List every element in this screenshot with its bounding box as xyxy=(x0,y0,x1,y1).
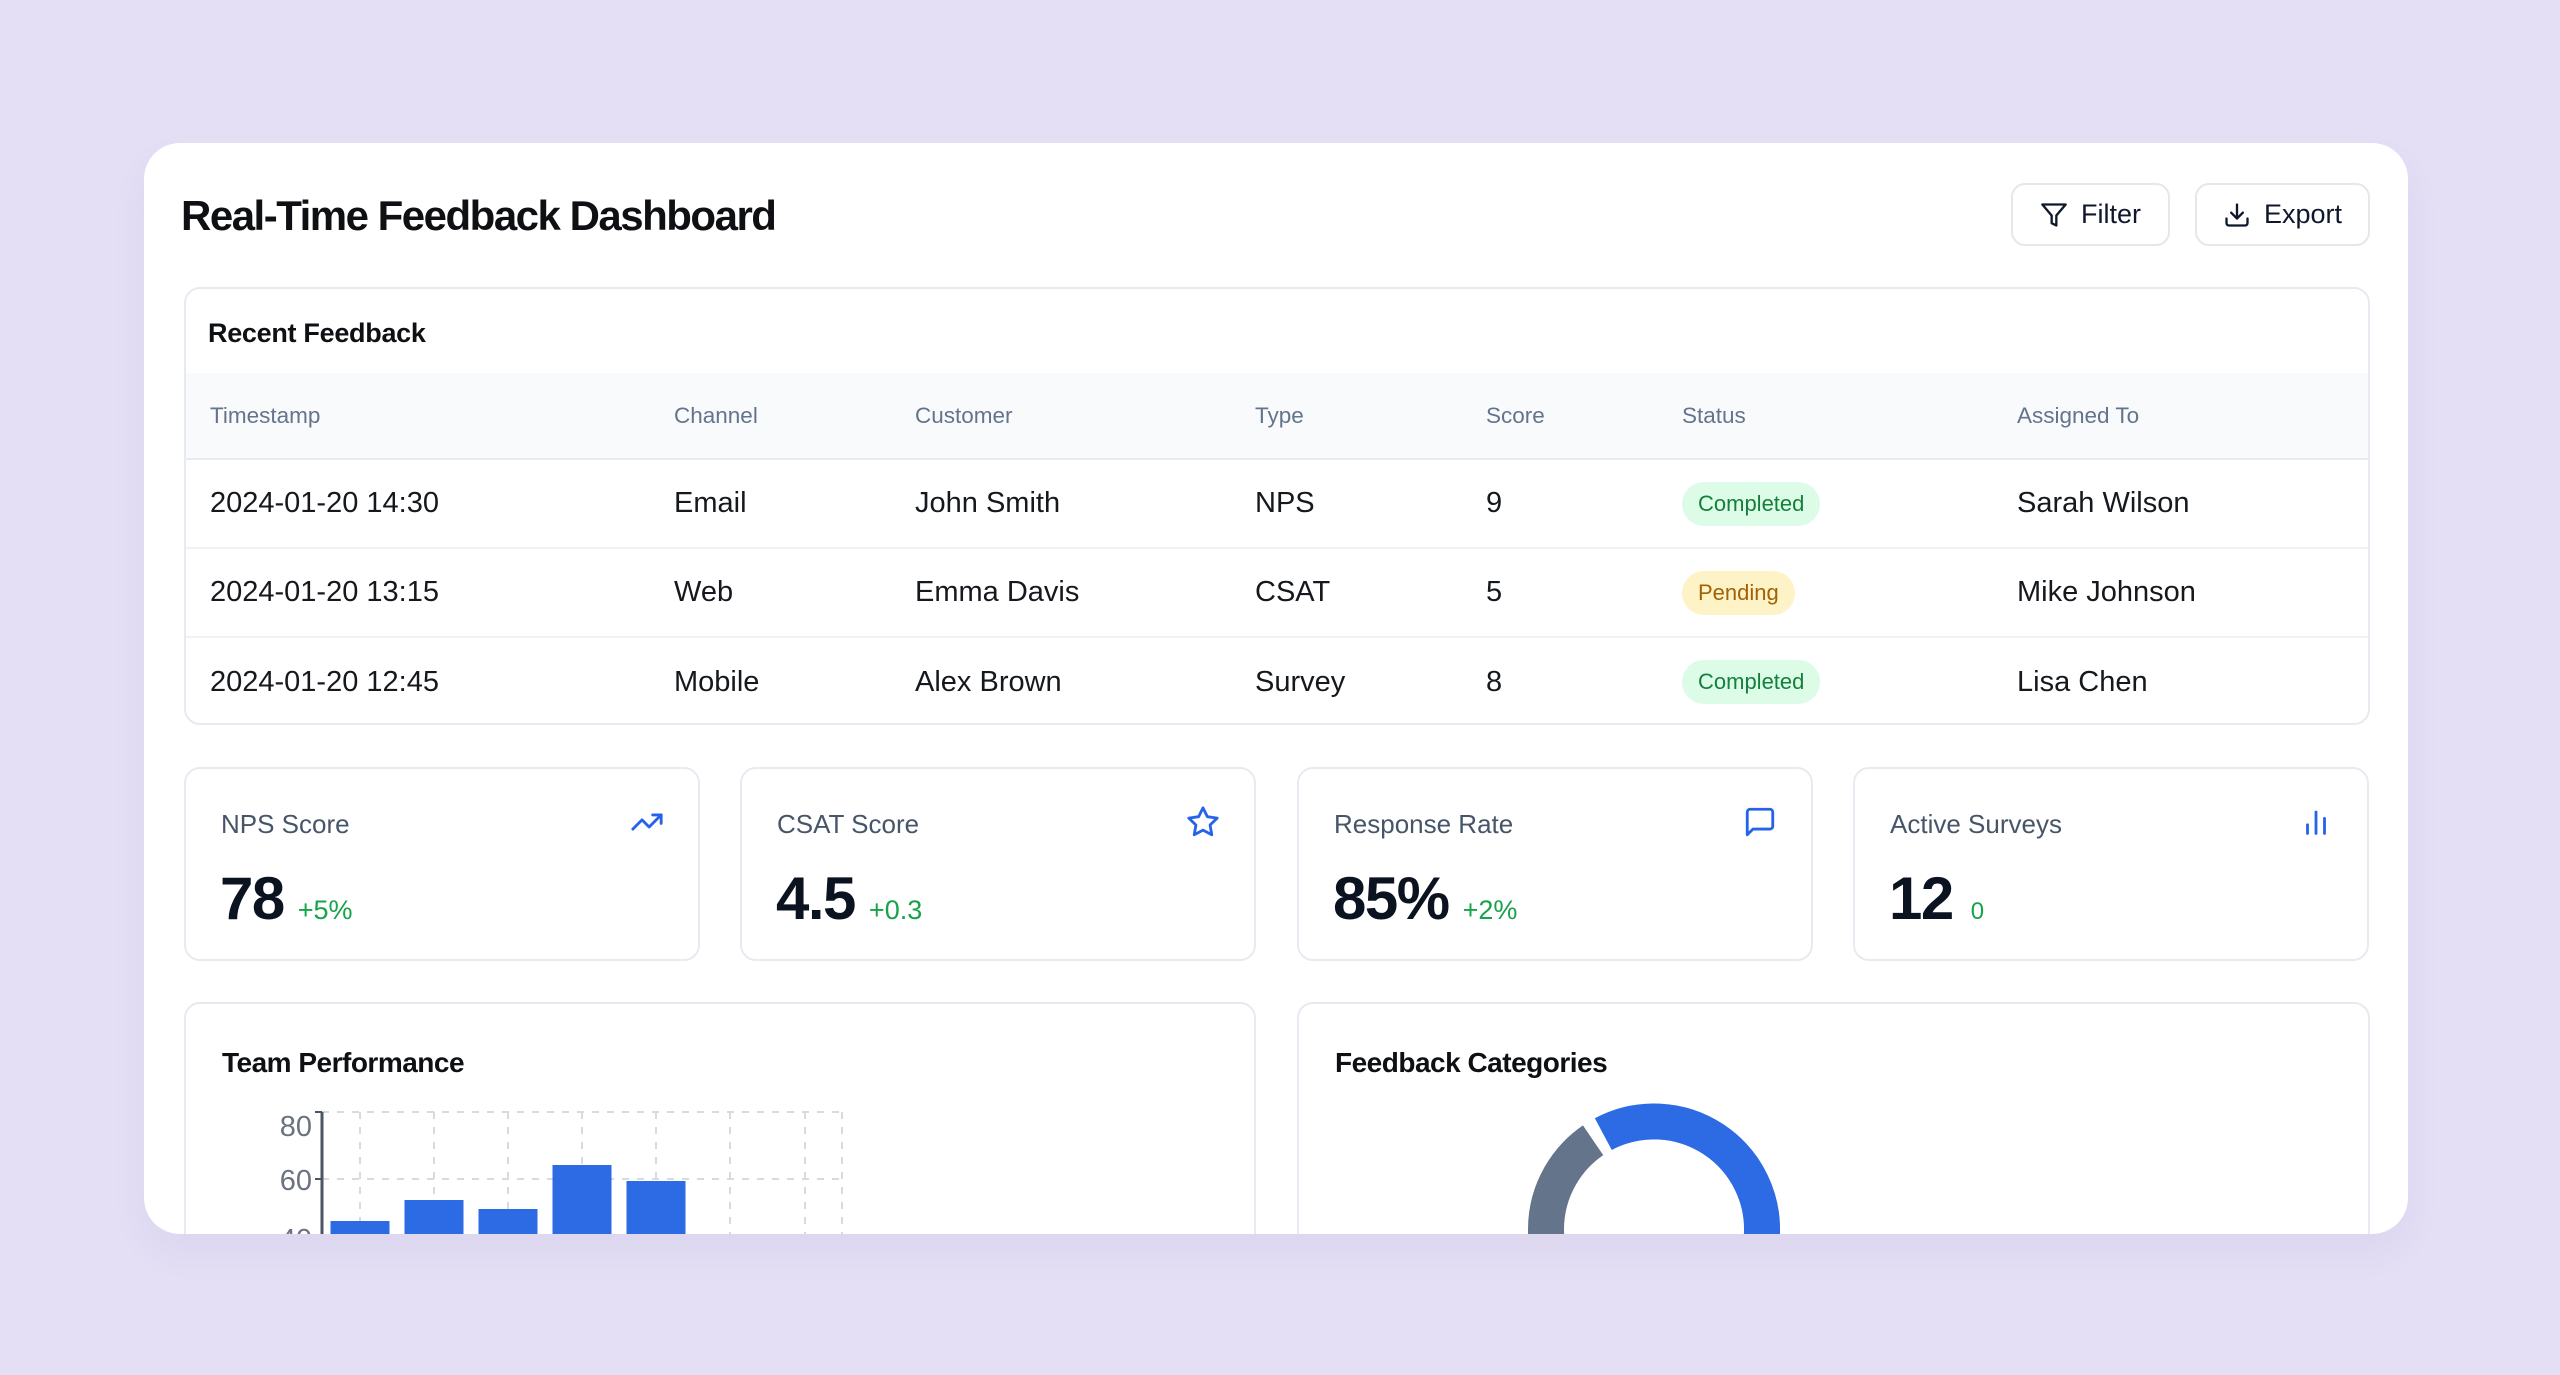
svg-text:40: 40 xyxy=(280,1224,312,1234)
svg-text:80: 80 xyxy=(280,1111,312,1143)
svg-text:60: 60 xyxy=(280,1165,312,1197)
